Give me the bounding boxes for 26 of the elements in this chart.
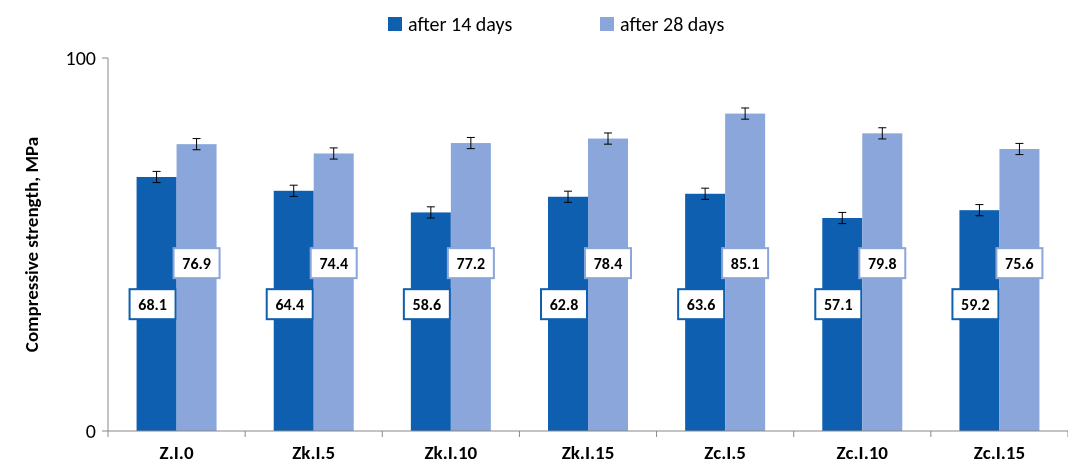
data-label: 76.9 — [182, 254, 211, 274]
data-label: 78.4 — [593, 254, 623, 274]
y-tick-label: 0 — [85, 419, 96, 443]
data-label: 85.1 — [730, 254, 760, 274]
data-label: 57.1 — [823, 295, 853, 315]
data-label: 64.4 — [275, 295, 305, 315]
x-tick-label: Zk.I.5 — [292, 441, 336, 464]
x-tick-label: Zc.I.15 — [973, 441, 1026, 464]
data-label: 63.6 — [686, 295, 716, 315]
x-tick-label: Zk.I.10 — [424, 441, 478, 464]
data-label: 77.2 — [456, 254, 486, 274]
data-label: 79.8 — [867, 254, 897, 274]
x-tick-label: Zk.I.15 — [561, 441, 615, 464]
data-label: 74.4 — [319, 254, 349, 274]
data-label: 62.8 — [549, 295, 579, 315]
legend-label: after 14 days — [408, 12, 513, 36]
x-tick-label: Zc.I.10 — [836, 441, 889, 464]
data-label: 75.6 — [1005, 254, 1034, 274]
data-label: 59.2 — [961, 295, 990, 315]
data-label: 68.1 — [138, 295, 167, 315]
y-axis-title: Compressive strength, MPa — [20, 136, 43, 353]
y-tick-label: 100 — [65, 46, 96, 70]
x-tick-label: Zc.I.5 — [704, 441, 747, 464]
x-tick-label: Z.I.0 — [159, 441, 194, 464]
data-label: 58.6 — [412, 295, 442, 315]
legend-label: after 28 days — [620, 12, 725, 36]
